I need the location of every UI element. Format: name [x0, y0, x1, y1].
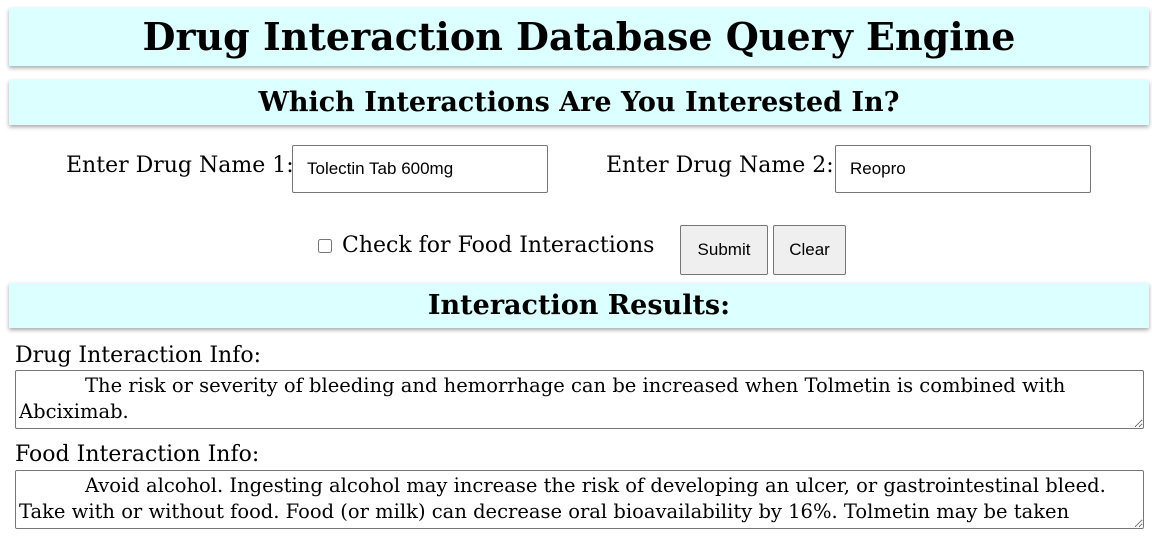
submit-button[interactable]: Submit — [680, 225, 768, 275]
results-heading: Interaction Results: — [9, 283, 1149, 328]
drug-name-2-label: Enter Drug Name 2: — [606, 153, 834, 178]
clear-button[interactable]: Clear — [773, 225, 846, 275]
drug-name-2-input[interactable] — [835, 145, 1091, 193]
drug-name-1-label: Enter Drug Name 1: — [66, 153, 294, 178]
drug-interaction-info-label: Drug Interaction Info: — [15, 343, 262, 368]
drug-interaction-info-textarea[interactable]: The risk or severity of bleeding and hem… — [15, 370, 1144, 429]
food-interactions-label: Check for Food Interactions — [342, 233, 655, 258]
food-interaction-info-label: Food Interaction Info: — [15, 442, 260, 467]
food-interactions-option[interactable]: Check for Food Interactions — [317, 233, 654, 258]
drug-name-1-input[interactable] — [292, 145, 548, 193]
page-title: Drug Interaction Database Query Engine — [9, 8, 1149, 66]
food-interactions-checkbox[interactable] — [318, 238, 332, 253]
food-interaction-info-textarea[interactable]: Avoid alcohol. Ingesting alcohol may inc… — [15, 470, 1144, 529]
interactions-question-heading: Which Interactions Are You Interested In… — [9, 80, 1149, 125]
